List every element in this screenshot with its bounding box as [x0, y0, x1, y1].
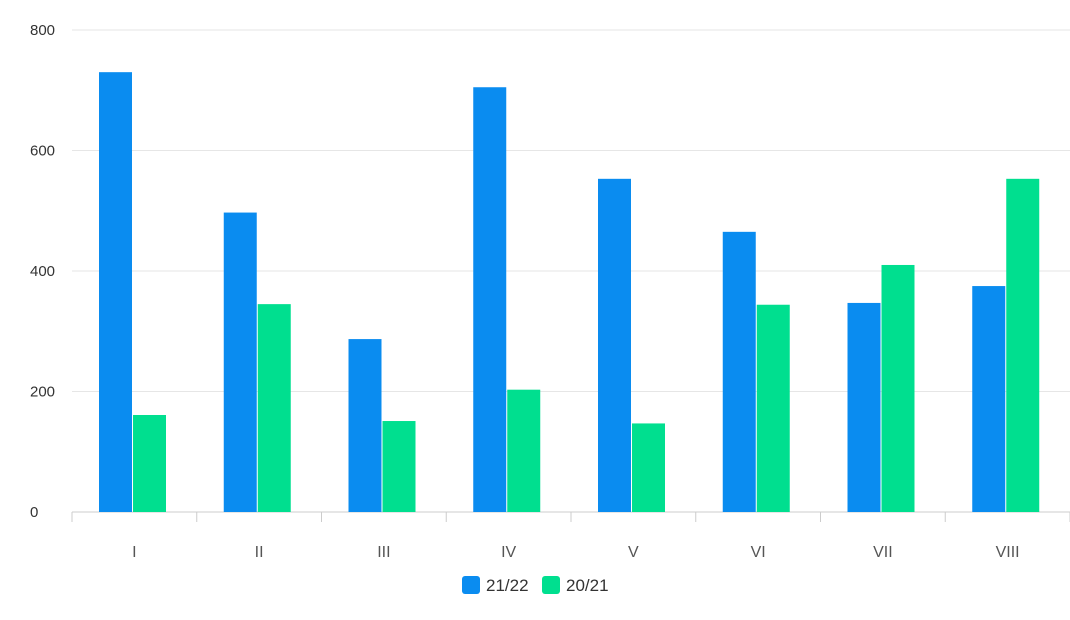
legend-swatch — [542, 576, 560, 594]
y-tick-label: 0 — [30, 504, 38, 521]
legend-swatch — [462, 576, 480, 594]
bar-20-21-VIII[interactable] — [1006, 178, 1040, 512]
bar-20-21-V[interactable] — [632, 423, 665, 512]
legend-item-20-21[interactable]: 20/21 — [542, 576, 609, 595]
legend-label: 21/22 — [486, 576, 529, 595]
legend-item-21-22[interactable]: 21/22 — [462, 576, 529, 595]
bar-21-22-VIII[interactable] — [972, 286, 1006, 512]
x-category-label: VII — [873, 544, 893, 561]
bar-20-21-IV[interactable] — [507, 389, 541, 512]
x-category-label: I — [132, 544, 136, 561]
bar-21-22-VI[interactable] — [722, 231, 756, 512]
bar-20-21-VII[interactable] — [881, 264, 915, 512]
bar-20-21-I[interactable] — [133, 414, 166, 512]
x-category-label: IV — [501, 544, 516, 561]
bar-20-21-II[interactable] — [257, 304, 291, 512]
y-tick-label: 400 — [30, 263, 55, 280]
bars — [99, 72, 1040, 513]
x-axis — [71, 511, 1070, 522]
y-tick-label: 600 — [30, 143, 55, 160]
bar-20-21-VI[interactable] — [756, 304, 790, 512]
x-category-label: VIII — [996, 544, 1020, 561]
x-category-label: III — [377, 544, 390, 561]
bar-21-22-III[interactable] — [348, 339, 382, 512]
bar-20-21-III[interactable] — [382, 421, 416, 512]
y-tick-label: 800 — [30, 22, 55, 39]
bar-21-22-V[interactable] — [598, 178, 631, 512]
x-category-label: V — [628, 544, 639, 561]
x-axis-labels: I II III IV V VI VII VIII — [132, 544, 1019, 561]
y-axis-ticks: 0 200 400 600 800 — [30, 22, 55, 521]
bar-21-22-I[interactable] — [99, 72, 132, 513]
bar-21-22-II[interactable] — [223, 212, 257, 512]
x-category-label: II — [255, 544, 264, 561]
legend-label: 20/21 — [566, 576, 609, 595]
gridlines — [72, 29, 1070, 392]
bar-21-22-IV[interactable] — [473, 87, 507, 513]
legend: 21/22 20/21 — [462, 576, 609, 595]
bar-21-22-VII[interactable] — [847, 302, 881, 512]
y-tick-label: 200 — [30, 384, 55, 401]
x-category-label: VI — [751, 544, 766, 561]
